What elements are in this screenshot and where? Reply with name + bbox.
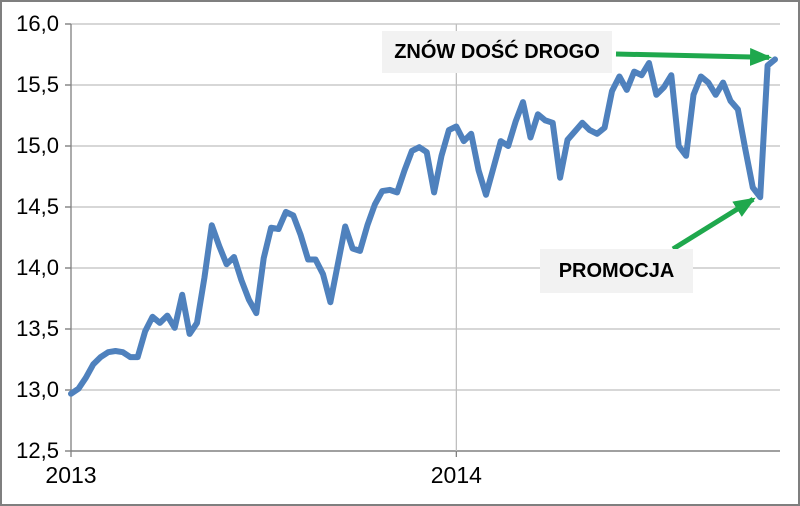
x-axis-tick-label: 2014 — [430, 462, 482, 488]
price-line-series — [68, 56, 778, 397]
y-axis-tick-label: 14,5 — [16, 194, 59, 219]
arrow-promocja — [671, 197, 756, 252]
y-axis-tick-label: 15,0 — [16, 133, 59, 158]
y-axis-tick-label: 13,0 — [16, 377, 59, 402]
y-axis-tick-label: 12,5 — [16, 438, 59, 463]
y-axis-tick-label: 14,0 — [16, 255, 59, 280]
y-axis-tick-label: 15,5 — [16, 72, 59, 97]
x-axis-tick-label: 2013 — [45, 462, 97, 488]
y-axis-tick-label: 13,5 — [16, 316, 59, 341]
annotation-promocja: PROMOCJA — [540, 249, 693, 293]
annotation-znow-dosc-drogo: ZNÓW DOŚĆ DROGO — [382, 31, 612, 73]
y-axis-tick-label: 16,0 — [16, 11, 59, 36]
arrow-znow-dosc-drogo — [615, 47, 772, 66]
